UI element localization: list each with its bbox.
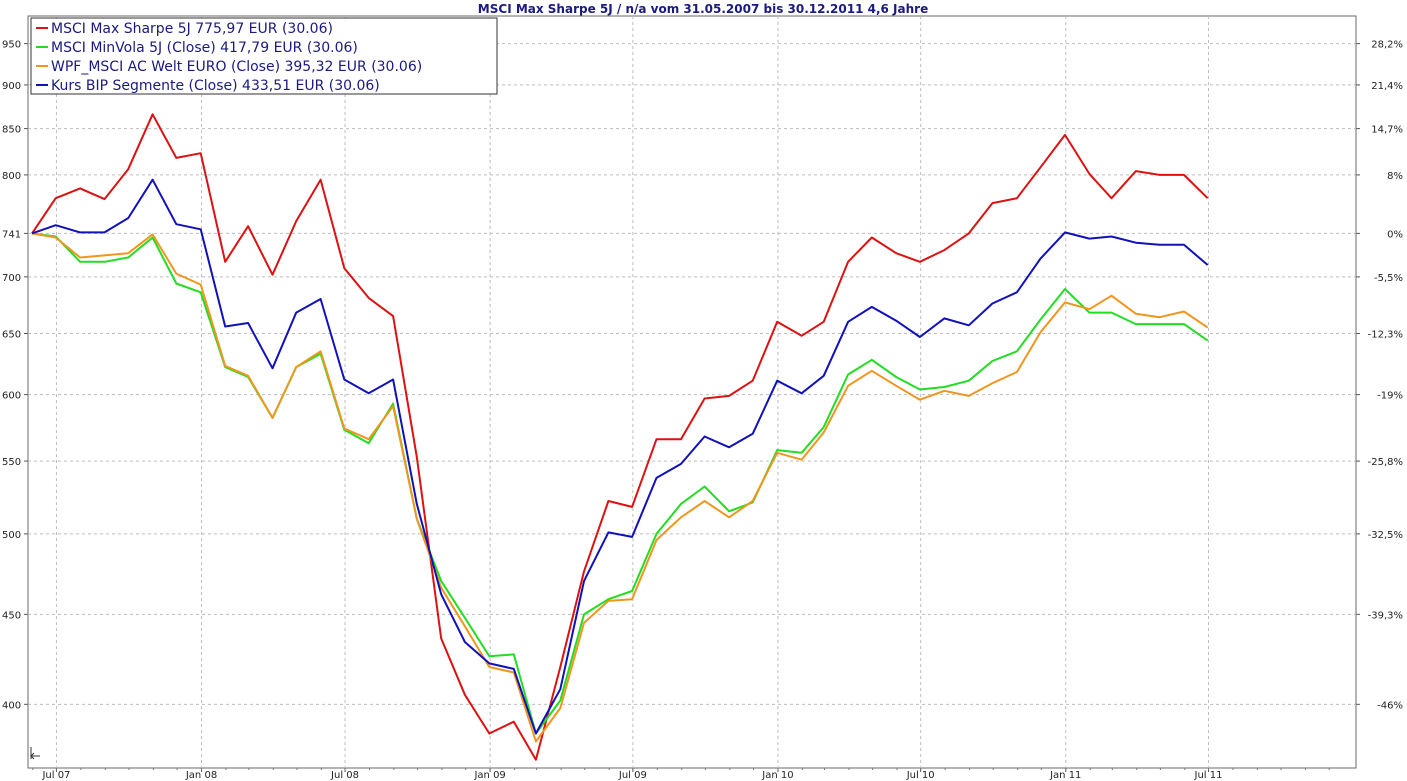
x-axis: Jul 07 Jan 08 Jul 08 Jan 09 Jul 09 Jan 10 Jul … [32, 768, 1330, 781]
cursor-icon [30, 747, 40, 760]
y-tick-label-right: -5,5% [1374, 273, 1403, 284]
y-tick-label-right: -19% [1377, 391, 1403, 402]
x-tick-label: Jul 11 [1194, 770, 1223, 781]
legend-item: WPF_MSCI AC Welt EURO (Close) 395,32 EUR… [51, 59, 422, 75]
series-line-2 [31, 232, 1209, 743]
series-line-3 [31, 178, 1209, 735]
y-tick-label-left: 950 [2, 40, 21, 51]
y-tick-label-right: 14,7% [1371, 125, 1403, 136]
y-tick-label-left: 741 [2, 229, 21, 240]
x-tick-label: Jan 08 [185, 770, 217, 781]
y-tick-label-left: 600 [2, 391, 21, 402]
y-tick-label-right: -25,8% [1368, 457, 1403, 468]
x-tick-label: Jan 10 [761, 770, 793, 781]
y-tick-label-right: 21,4% [1371, 81, 1403, 92]
y-tick-label-right: 8% [1387, 171, 1403, 182]
y-tick-label-left: 850 [2, 125, 21, 136]
y-axis-left: 950 900 850 800 741 700 650 600 550 500 450 400 [2, 40, 28, 711]
plot-area [27, 15, 1357, 769]
x-tick-label: Jan 09 [473, 770, 505, 781]
y-tick-label-left: 800 [2, 171, 21, 182]
y-tick-label-left: 550 [2, 457, 21, 468]
y-tick-label-left: 450 [2, 610, 21, 621]
legend-item: MSCI MinVola 5J (Close) 417,79 EUR (30.0… [51, 40, 358, 56]
y-tick-label-right: -46% [1377, 700, 1403, 711]
legend-item: MSCI Max Sharpe 5J 775,97 EUR (30.06) [51, 21, 333, 37]
y-tick-label-right: 28,2% [1371, 40, 1403, 51]
series-group [31, 113, 1209, 761]
legend-box [30, 17, 498, 95]
y-tick-label-left: 700 [2, 273, 21, 284]
x-tick-label: Jan 11 [1049, 770, 1081, 781]
legend-item: Kurs BIP Segmente (Close) 433,51 EUR (30… [51, 78, 380, 94]
legend: MSCI Max Sharpe 5J 775,97 EUR (30.06) MSC… [30, 17, 498, 95]
x-tick-label: Jul 08 [330, 770, 359, 781]
chart-title: MSCI Max Sharpe 5J / n/a vom 31.05.2007 … [478, 2, 928, 16]
y-axis-right: 28,2% 21,4% 14,7% 8% 0% -5,5% -12,3% -19% -25,8%… [1356, 40, 1403, 711]
x-tick-label: Jul 09 [618, 770, 647, 781]
y-tick-label-right: -39,3% [1368, 610, 1403, 621]
y-tick-label-left: 500 [2, 530, 21, 541]
x-tick-label: Jul 10 [906, 770, 935, 781]
y-tick-label-left: 900 [2, 81, 21, 92]
y-tick-label-left: 650 [2, 329, 21, 340]
series-line-0 [31, 113, 1209, 761]
y-tick-label-right: 0% [1387, 229, 1403, 240]
y-tick-label-right: -12,3% [1368, 329, 1403, 340]
series-line-1 [31, 232, 1209, 735]
y-tick-label-right: -32,5% [1368, 530, 1403, 541]
grid [28, 16, 1356, 768]
x-tick-label: Jul 07 [41, 770, 70, 781]
y-tick-label-left: 400 [2, 700, 21, 711]
